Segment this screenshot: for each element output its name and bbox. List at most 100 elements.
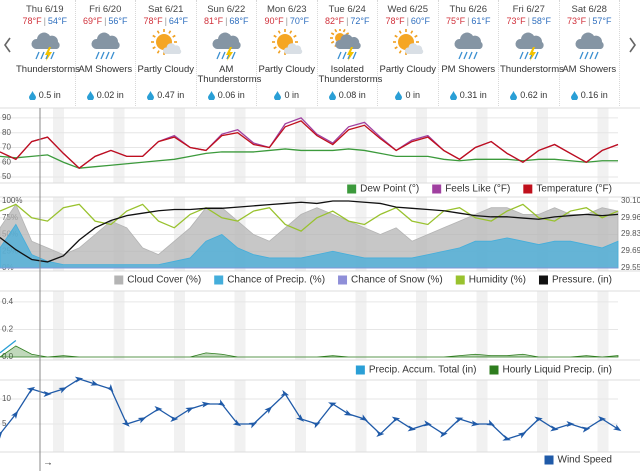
sun-ray [398,50,402,54]
separator: | [43,16,46,26]
rain [95,51,100,60]
temperatures: 75°F | 61°F [439,16,499,28]
wind-arrow [58,387,68,394]
night-band [174,108,185,183]
temperatures: 73°F | 57°F [560,16,620,28]
day-label: Fri 6/20 [89,4,122,15]
rain [594,51,599,60]
plot-background [0,291,618,360]
low-temp: 57°F [592,16,612,26]
separator: | [225,16,228,26]
weather-icon [212,32,241,61]
wind-arrow [598,416,607,422]
high-temp: 69°F [82,16,103,26]
drop-icon [510,90,518,100]
cloud [283,43,303,54]
precip: 0 in [257,90,317,100]
wind-arrow [328,402,337,409]
night-band [416,380,427,452]
lightning [44,47,52,61]
night-band [597,291,609,360]
y-tick-label: 90 [2,113,11,122]
precip: 0.5 in [15,90,75,100]
legend-swatch [432,184,442,194]
low-temp: 60°F [410,16,431,26]
sun-ray [331,32,335,36]
condition: AM Showers [562,64,617,75]
high-temp: 82°F [324,16,345,26]
temperatures: 81°F | 68°F [197,16,257,28]
drop-icon [28,90,36,100]
night-band [113,108,125,183]
rain [473,51,478,60]
sun-ray [156,30,160,34]
legend-swatch [214,275,224,285]
sun-ray [273,46,277,50]
y-tick-label: 10 [2,394,11,403]
precip: 0.02 in [76,90,136,100]
wind-arrow [90,379,99,386]
drop-icon [328,90,336,100]
night-band [537,291,548,360]
rain [50,51,55,60]
day-label: Thu 6/26 [449,4,488,15]
low-temp: 54°F [47,16,68,26]
precip-amount: 0.16 in [580,90,608,100]
wind-arrow [502,434,511,441]
sun-ray [156,50,160,54]
wind-arrow [312,422,321,429]
sun-ray [394,34,398,38]
night-band [234,291,246,360]
y2-tick-label: 30.10 [621,196,640,205]
now-marker: → [43,458,53,469]
legend-label: Precip. Accum. Total (in) [369,365,477,376]
day-column: Sun 6/22 81°F | 68°F AM Thunderstorms 0.06 in [197,0,261,106]
wind-arrow [154,406,163,412]
precip-amount: 0.31 in [459,90,487,100]
legend-label: Temperature (°F) [536,184,612,195]
weather-icon [330,29,361,61]
drop [147,90,155,100]
night-band [355,108,367,183]
legend-label: Pressure. (in) [552,275,612,286]
wind-arrow [106,384,114,393]
day-label: Tue 6/24 [328,4,366,15]
weather-icon [392,29,424,55]
temperatures: 82°F | 72°F [318,16,378,28]
precip-amount: 0.5 in [38,90,61,100]
legend-label: Hourly Liquid Precip. (in) [503,365,613,376]
day-column: Sat 6/21 78°F | 64°F Partly Cloudy 0.47 in [136,0,197,106]
rain [110,51,115,60]
low-temp: 70°F [289,16,310,26]
forecast-strip: Thu 6/19 78°F | 54°F Thunderstorms 0.5 in Fri … [15,0,620,106]
wind-arrow [454,417,464,424]
rain [105,51,110,60]
prev-arrow [4,37,11,53]
y2-tick-label: 29.55 [621,263,640,272]
day-label: Sun 6/22 [207,4,246,15]
line [0,120,619,170]
night-band [597,380,609,452]
high-temp: 78°F [22,16,42,26]
drop-icon [274,90,282,100]
rain [352,51,357,60]
night-band [476,291,488,360]
drop-icon [395,90,403,100]
legend-swatch [114,275,124,285]
line [0,339,17,354]
legend-swatch [338,275,348,285]
cloud [212,32,241,49]
precip-amount: 0.62 in [520,90,548,100]
legend-swatch [455,275,465,285]
rain [337,51,342,60]
drop [274,90,282,100]
y-tick-label: 50 [2,172,11,181]
condition: Isolated Thunderstorms [318,64,383,85]
cloud [515,32,544,49]
plot-background [0,380,618,452]
wind-arrow [613,424,622,432]
day-label: Fri 6/27 [512,4,545,15]
high-temp: 81°F [203,16,224,26]
wind-arrow [517,431,527,439]
